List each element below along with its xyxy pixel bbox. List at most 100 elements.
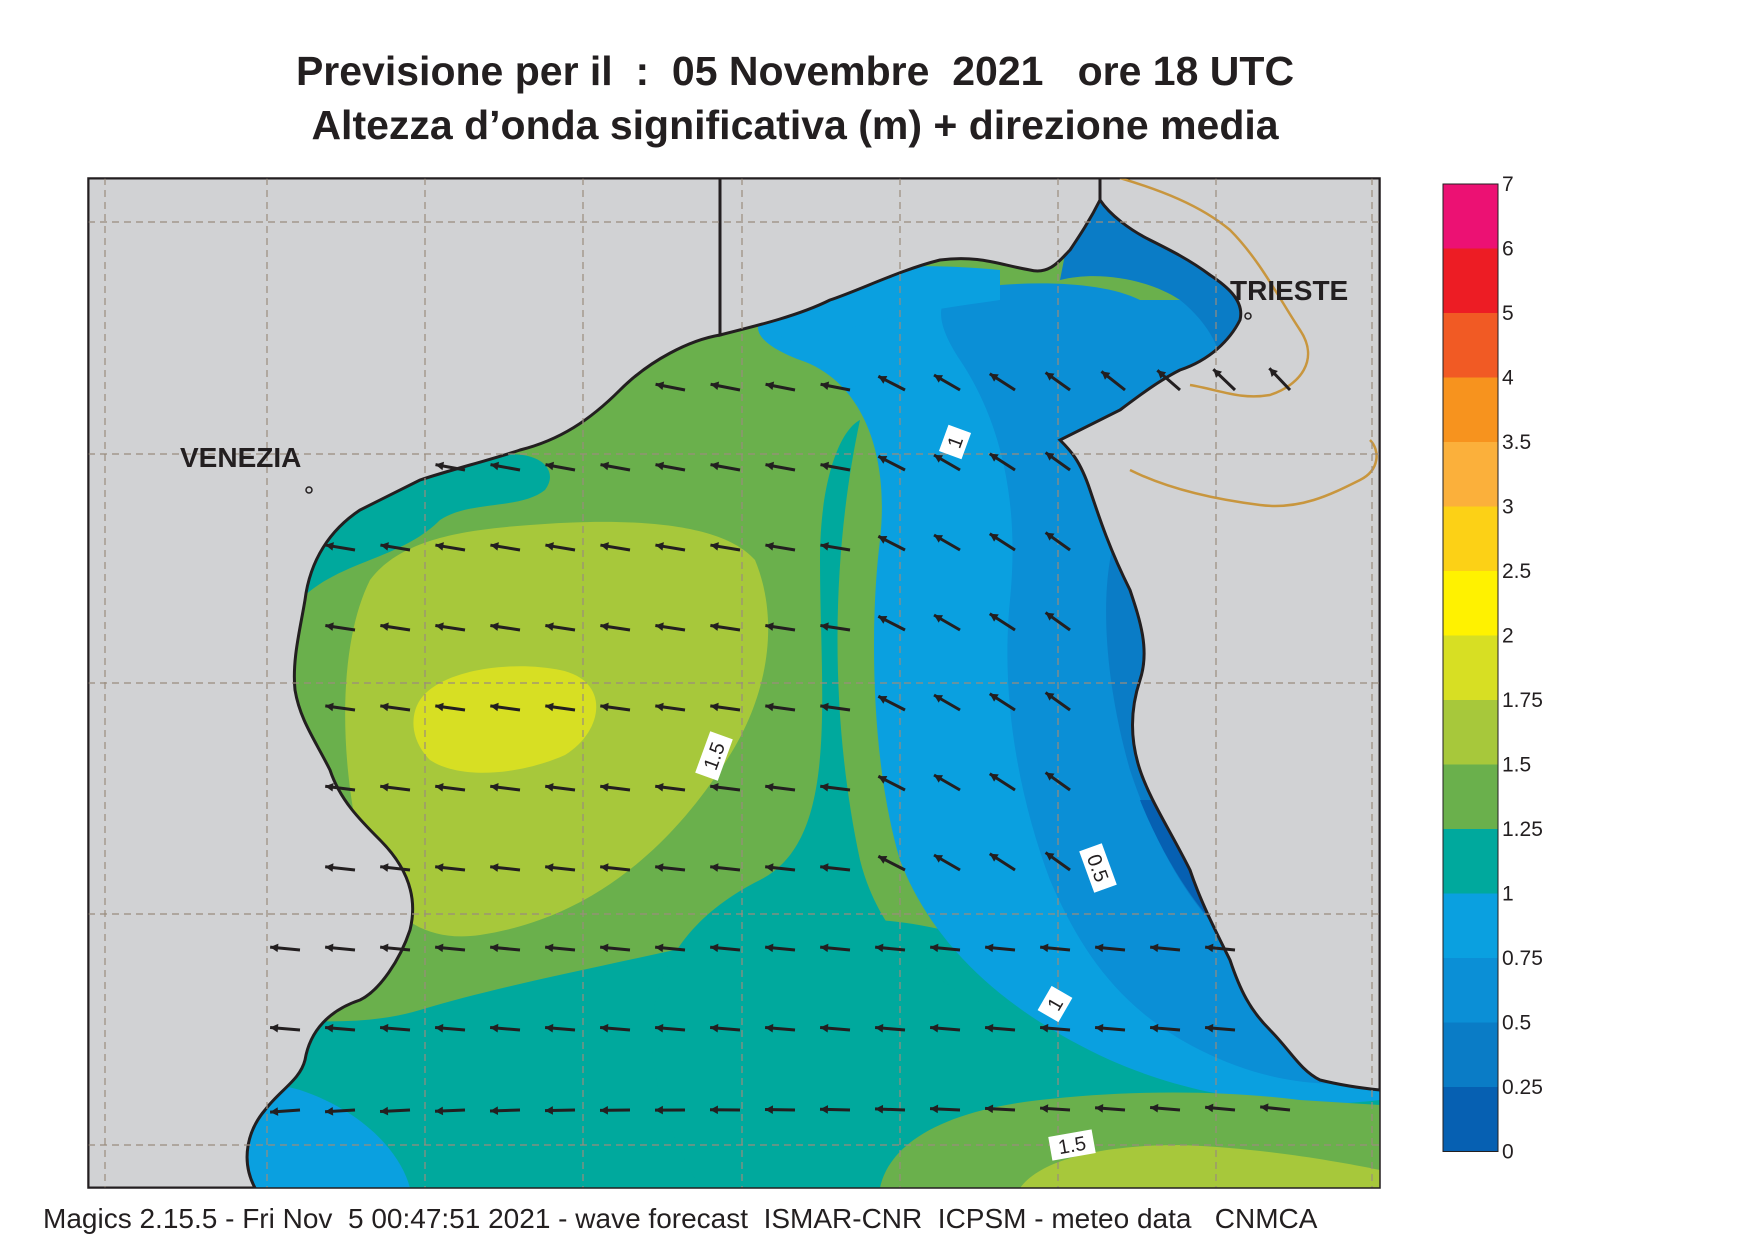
colorbar-label: 3.5: [1502, 431, 1531, 454]
colorbar-label: 0.5: [1502, 1012, 1531, 1035]
arrow-head: [600, 1023, 609, 1033]
arrow-head: [875, 943, 884, 953]
arrow-head: [655, 943, 664, 953]
arrow-head: [600, 702, 609, 712]
arrow-head: [600, 863, 609, 872]
arrow-head: [710, 863, 719, 872]
arrow-head: [875, 1104, 884, 1114]
arrow-head: [435, 782, 444, 792]
colorbar-swatch: [1443, 958, 1498, 1023]
colorbar-swatch: [1443, 700, 1498, 765]
arrow-head: [655, 461, 665, 471]
arrow-head: [1101, 371, 1111, 380]
arrow-head: [1045, 452, 1055, 461]
arrow-head: [820, 1023, 829, 1033]
arrow-head: [325, 782, 334, 792]
arrow-head: [710, 782, 719, 792]
arrow-head: [765, 1105, 773, 1114]
arrow-head: [545, 702, 554, 712]
colorbar-label: 6: [1502, 238, 1514, 261]
arrow-head: [989, 373, 999, 382]
arrow-head: [710, 702, 719, 712]
arrow-head: [820, 943, 829, 953]
arrow-head: [325, 1023, 334, 1033]
arrow-head: [435, 702, 444, 712]
arrow-head: [1157, 370, 1167, 379]
arrow-head: [1205, 1103, 1214, 1113]
arrow-head: [435, 542, 444, 551]
city-marker-trieste: [1244, 312, 1252, 320]
arrow-head: [878, 856, 888, 864]
colorbar-swatch: [1443, 248, 1498, 314]
arrow-head: [490, 461, 500, 471]
arrow-head: [878, 696, 888, 704]
arrow-head: [380, 943, 389, 953]
arrow-head: [710, 622, 719, 631]
colorbar: 7 6 5 4 3.5 3 2.5 2 1.75 1.5 1.25 1 0.75 0.5 0.25 0: [1442, 173, 1543, 1164]
arrow-head: [490, 943, 499, 953]
arrow-head: [325, 622, 334, 631]
arrow-head: [765, 622, 774, 631]
colorbar-swatch: [1443, 893, 1498, 959]
arrow-head: [934, 375, 944, 383]
arrow-head: [655, 782, 664, 792]
arrow-head: [325, 542, 334, 551]
arrow-head: [820, 1105, 829, 1114]
arrow-head: [490, 542, 499, 551]
arrow-head: [600, 943, 609, 953]
arrow-head: [985, 943, 994, 953]
arrow-head: [934, 775, 944, 783]
colorbar-label: 2.5: [1502, 560, 1531, 583]
arrow-head: [380, 863, 389, 872]
field-1-to-1.25-band: [652, 420, 1380, 1188]
land-east: [1057, 178, 1380, 1092]
colorbar-swatch: [1443, 764, 1498, 830]
arrow-head: [765, 381, 775, 390]
arrow-head: [1205, 943, 1214, 953]
arrow-head: [325, 943, 334, 953]
arrow-head: [655, 1023, 664, 1033]
arrow-head: [600, 782, 609, 792]
arrow-head: [934, 855, 944, 863]
arrow-head: [1045, 532, 1055, 541]
arrow-head: [765, 1023, 774, 1033]
arrow-head: [600, 542, 609, 551]
arrow-head: [934, 455, 944, 463]
arrow-head: [989, 693, 999, 702]
arrow-head: [820, 702, 829, 712]
arrow-head: [655, 542, 664, 551]
arrow-head: [1045, 372, 1055, 381]
arrow-head: [545, 461, 555, 471]
arrow-head: [545, 943, 554, 953]
contour-label: 1: [938, 424, 972, 460]
colorbar-swatch: [1443, 829, 1498, 894]
arrow-head: [710, 381, 720, 390]
forecast-title: Previsione per il : 05 Novembre 2021 ore…: [295, 48, 1295, 94]
arrow-head: [878, 616, 888, 624]
arrow-head: [875, 1023, 884, 1033]
arrow-head: [600, 622, 609, 631]
map-area: 1 1.5 0.5 1 1.5 VENEZIA TRIESTE: [88, 178, 1380, 1188]
colorbar-label: 2: [1502, 625, 1514, 648]
arrow-head: [1045, 852, 1055, 861]
arrow-head: [270, 943, 279, 953]
arrow-head: [490, 702, 499, 712]
arrow-head: [765, 702, 774, 712]
forecast-subtitle: Altezza d’onda significativa (m) + direz…: [311, 102, 1279, 148]
arrow-head: [989, 773, 999, 782]
arrow-head: [1269, 368, 1278, 377]
colorbar-label: 3: [1502, 496, 1514, 519]
arrow-head: [1045, 772, 1055, 781]
arrow-head: [765, 943, 774, 953]
field-1.75-to-2: [413, 666, 597, 773]
colorbar-swatch: [1443, 635, 1498, 701]
footer-credits: Magics 2.15.5 - Fri Nov 5 00:47:51 2021 …: [43, 1203, 1318, 1234]
colorbar-swatch: [1443, 1022, 1498, 1088]
contour-label: 1.5: [1048, 1129, 1096, 1161]
arrow-head: [545, 622, 554, 631]
arrow-head: [270, 1107, 279, 1116]
arrow-head: [325, 702, 334, 712]
colorbar-swatch: [1443, 184, 1498, 249]
arrow-head: [1040, 1104, 1049, 1113]
